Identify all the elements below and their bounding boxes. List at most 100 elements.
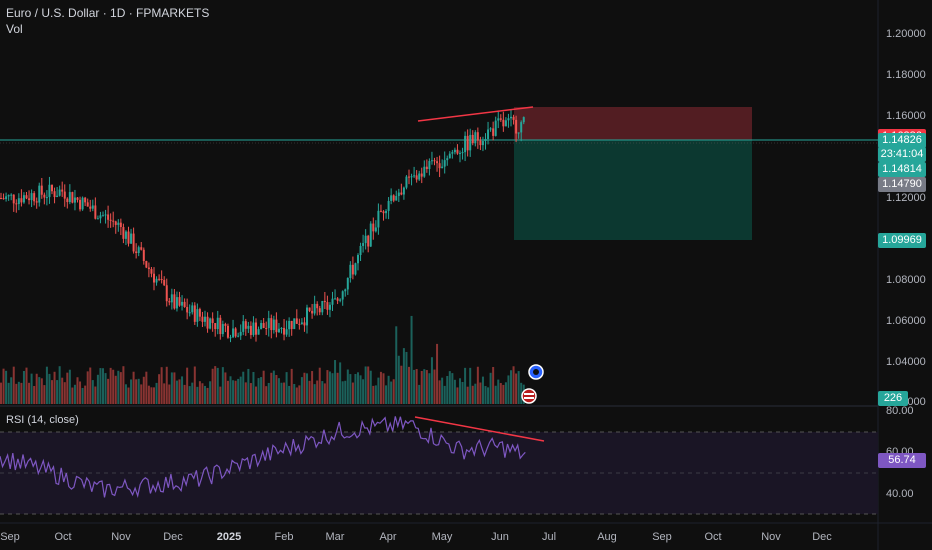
target-price-tag: 1.09969	[878, 233, 926, 248]
volume-bar	[20, 382, 23, 404]
candle-body	[298, 323, 301, 325]
volume-bar	[438, 380, 441, 404]
economic-calendar-flag-icon[interactable]	[521, 388, 537, 404]
volume-bar	[201, 383, 204, 404]
candle-body	[372, 223, 375, 232]
candle-body	[12, 194, 15, 204]
volume-bar	[265, 386, 268, 404]
candle-body	[502, 119, 505, 127]
candle-body	[423, 166, 426, 177]
volume-bar	[397, 355, 400, 404]
candle-body	[112, 220, 115, 222]
candle-body	[10, 194, 13, 196]
candle-body	[35, 201, 38, 203]
candle-body	[94, 205, 97, 219]
rsi-series-line	[0, 416, 526, 499]
candle-body	[224, 324, 227, 326]
volume-bar	[165, 366, 168, 404]
candle-body	[328, 304, 331, 310]
candle-body	[318, 308, 321, 313]
candle-body	[443, 160, 446, 167]
candle-body	[249, 325, 252, 335]
candle-body	[316, 303, 319, 309]
volume-label[interactable]: Vol	[6, 22, 23, 36]
candle-body	[428, 161, 431, 170]
volume-bar	[17, 381, 20, 404]
events-icon[interactable]	[528, 364, 544, 380]
volume-bar	[318, 367, 321, 404]
volume-bar	[109, 367, 112, 404]
candle-body	[232, 328, 235, 338]
candle-body	[459, 152, 461, 154]
candle-body	[520, 122, 523, 133]
volume-bar	[33, 386, 36, 404]
volume-bar	[45, 366, 48, 404]
candle-body	[150, 269, 153, 274]
volume-bar	[68, 369, 71, 404]
candle-body	[145, 260, 148, 268]
time-tick: May	[431, 531, 453, 543]
volume-bar	[387, 375, 390, 404]
volume-bar	[168, 384, 171, 404]
volume-bar	[270, 372, 273, 404]
volume-bar	[15, 383, 18, 404]
candle-body	[204, 316, 206, 322]
volume-bar	[346, 369, 349, 404]
candle-body	[28, 198, 31, 201]
candle-body	[244, 321, 247, 329]
candle-body	[461, 152, 464, 154]
stop-loss-zone[interactable]	[514, 107, 752, 140]
volume-bar	[280, 382, 283, 404]
volume-bar	[79, 381, 82, 404]
time-tick: Nov	[761, 531, 781, 543]
candle-body	[300, 322, 303, 324]
candle-body	[413, 175, 416, 177]
time-tick: Jul	[541, 531, 557, 543]
candle-body	[79, 199, 82, 210]
volume-bar	[232, 380, 235, 404]
candle-body	[283, 327, 286, 335]
rsi-label[interactable]: RSI (14, close)	[6, 414, 79, 426]
candle-body	[336, 298, 339, 301]
candle-body	[397, 192, 400, 197]
take-profit-zone[interactable]	[514, 140, 752, 240]
symbol-title[interactable]: Euro / U.S. Dollar · 1D · FPMARKETS	[6, 6, 210, 20]
volume-bar	[58, 366, 61, 404]
volume-bar	[517, 371, 520, 404]
candle-body	[0, 197, 2, 199]
price-divergence-line[interactable]	[417, 106, 534, 122]
candle-body	[48, 184, 51, 198]
candle-body	[175, 297, 178, 309]
candle-body	[446, 158, 449, 161]
volume-bar	[35, 373, 38, 404]
volume-bar	[216, 367, 219, 404]
time-tick: Feb	[274, 531, 294, 543]
candle-body	[81, 197, 84, 210]
candle-body	[252, 322, 255, 335]
volume-bar	[410, 315, 413, 404]
volume-bar	[433, 369, 436, 404]
candle-body	[193, 305, 196, 322]
candle-body	[247, 325, 250, 329]
volume-bar	[249, 383, 252, 404]
candlesticks	[0, 109, 525, 343]
time-tick: Mar	[325, 531, 345, 543]
candle-body	[272, 319, 275, 331]
rsi-divergence-line[interactable]	[414, 416, 545, 442]
volume-bar	[188, 386, 191, 404]
candle-body	[119, 222, 122, 228]
volume-bar	[293, 383, 296, 404]
candle-body	[198, 309, 201, 317]
volume-bar	[178, 379, 181, 404]
volume-bar	[260, 377, 263, 404]
time-tick: Dec	[812, 531, 832, 543]
volume-bar	[392, 379, 395, 404]
candle-body	[522, 117, 525, 123]
candle-body	[43, 194, 46, 198]
volume-bar	[107, 378, 110, 404]
volume-bar	[211, 368, 214, 404]
candle-body	[257, 329, 260, 335]
candle-body	[430, 160, 433, 162]
volume-bar	[76, 377, 79, 404]
